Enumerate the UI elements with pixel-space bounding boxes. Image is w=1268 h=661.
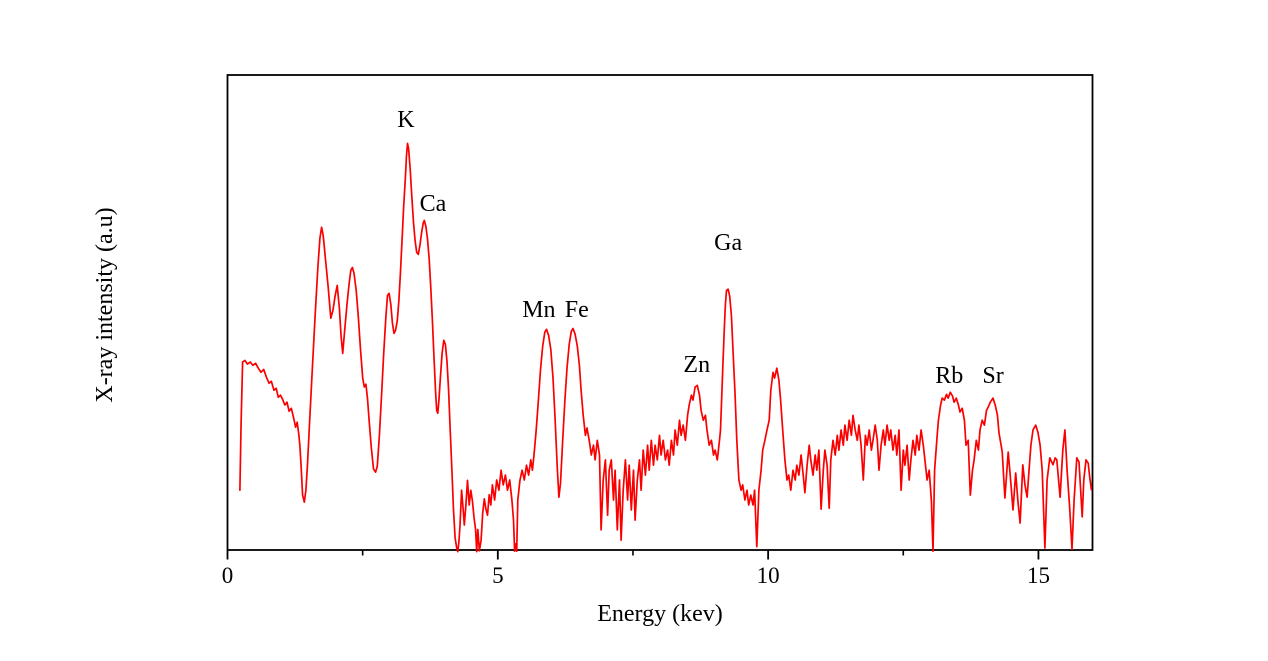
peak-label-rb: Rb [935, 363, 963, 389]
peak-label-k: K [397, 107, 415, 133]
x-axis-tick-labels: 0 5 10 15 [222, 563, 1050, 588]
y-axis-title: X-ray intensity (a.u) [92, 207, 118, 402]
x-axis-ticks [226, 550, 1040, 560]
x-axis-title: Energy (kev) [597, 601, 723, 627]
x-tick-label-0: 0 [222, 563, 234, 588]
peak-label-sr: Sr [982, 363, 1003, 389]
peak-label-zn: Zn [683, 352, 710, 378]
peak-label-ca: Ca [420, 191, 447, 217]
spectrum-curve [239, 142, 1093, 553]
peak-label-fe: Fe [565, 297, 589, 323]
peak-labels: K Ca Mn Fe Zn Ga Rb Sr [397, 107, 1003, 389]
plot-frame [226, 74, 1094, 551]
peak-label-mn: Mn [522, 297, 555, 323]
x-tick-label-5: 5 [492, 563, 504, 588]
x-tick-label-15: 15 [1027, 563, 1050, 588]
peak-label-ga: Ga [714, 230, 742, 256]
x-tick-label-10: 10 [757, 563, 780, 588]
